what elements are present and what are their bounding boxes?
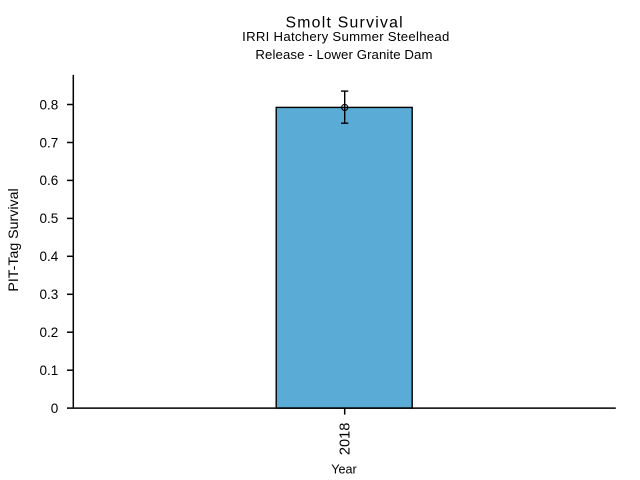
svg-text:Release - Lower Granite Dam: Release - Lower Granite Dam [255,47,432,62]
svg-text:0.6: 0.6 [40,173,59,188]
svg-text:0.5: 0.5 [40,211,59,226]
svg-text:0: 0 [51,401,59,416]
svg-text:0.7: 0.7 [40,135,59,150]
svg-text:0.4: 0.4 [40,249,59,264]
svg-text:Smolt Survival: Smolt Survival [285,15,403,32]
svg-text:IRRI Hatchery Summer Steelhead: IRRI Hatchery Summer Steelhead [242,29,449,44]
svg-text:Year: Year [331,463,356,477]
svg-text:PIT-Tag Survival: PIT-Tag Survival [6,188,22,291]
svg-text:0.2: 0.2 [40,325,59,340]
svg-text:0.8: 0.8 [40,97,59,112]
svg-text:0.1: 0.1 [40,363,59,378]
svg-text:2018: 2018 [337,423,353,455]
svg-text:0.3: 0.3 [40,287,59,302]
